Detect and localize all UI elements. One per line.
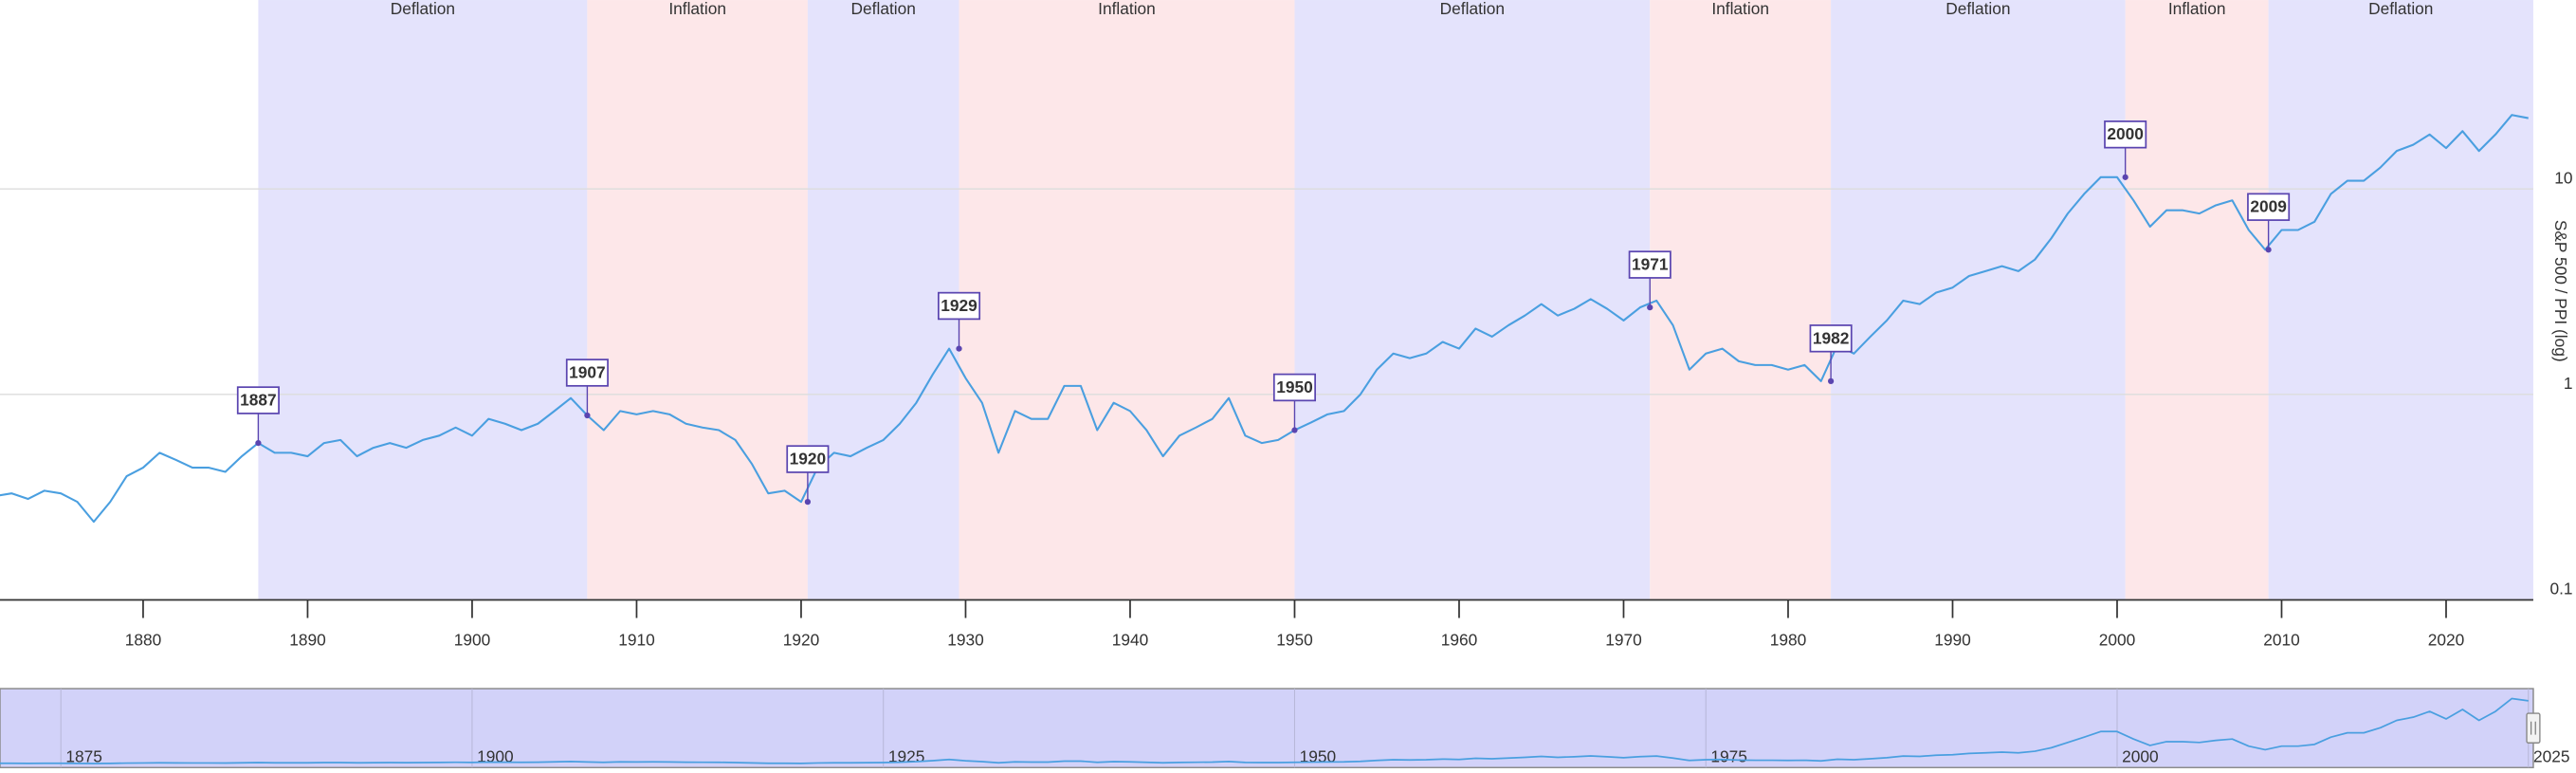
series-line <box>0 697 2529 764</box>
navigator-tick-label: 2000 <box>2122 746 2159 765</box>
x-tick-label: 1990 <box>1934 630 1971 649</box>
regime-bands: Deflation Inflation Deflation Inflation Defl… <box>258 0 2533 600</box>
annotation-label: 1929 <box>941 296 977 315</box>
y-tick-label: 10 <box>2554 168 2572 187</box>
annotation-point <box>804 499 812 506</box>
regime-band <box>1831 0 2126 600</box>
regime-label: Inflation <box>1711 0 1769 18</box>
y-axis-label: S&P 500 / PPI (log) <box>2551 220 2570 362</box>
annotation-label: 1887 <box>240 390 277 409</box>
y-tick-label: 1 <box>2564 374 2573 393</box>
regime-label: Inflation <box>1098 0 1156 18</box>
navigator-tick-label: 1900 <box>477 746 514 765</box>
navigator[interactable]: 1875 1900 1925 1950 1975 2000 2025 <box>0 688 2570 768</box>
annotation-label: 1920 <box>790 450 827 469</box>
x-tick-label: 1940 <box>1112 630 1149 649</box>
navigator-handle[interactable] <box>2526 712 2541 744</box>
x-tick-label: 1980 <box>1770 630 1807 649</box>
y-tick-label: 0.1 <box>2549 580 2572 598</box>
x-tick-label: 1890 <box>289 630 326 649</box>
annotation-box <box>937 291 981 321</box>
regime-band <box>2268 0 2533 600</box>
annotation-box <box>565 359 609 387</box>
navigator-tick-label: 1975 <box>1710 746 1747 765</box>
regime-band <box>258 0 588 600</box>
regime-label: Deflation <box>391 0 455 18</box>
annotation-box <box>236 386 280 414</box>
x-tick-label: 1960 <box>1441 630 1478 649</box>
regime-band <box>2125 0 2269 600</box>
annotation-point <box>1291 427 1298 433</box>
regime-band <box>1294 0 1651 600</box>
series-line <box>0 114 2529 524</box>
annotations: 1887 1907 1920 1929 1950 1971 1982 2000 2009 <box>236 120 2291 506</box>
x-tick-label: 1880 <box>125 630 162 649</box>
annotation-box <box>2104 120 2147 149</box>
plot-lines <box>0 114 2529 524</box>
annotation-box <box>1272 373 1316 402</box>
annotation-box <box>2247 193 2291 221</box>
x-tick-label: 1930 <box>947 630 984 649</box>
regime-label: Inflation <box>668 0 726 18</box>
regime-label: Deflation <box>1440 0 1505 18</box>
x-tick-label: 1950 <box>1276 630 1313 649</box>
annotation-label: 2009 <box>2250 197 2287 216</box>
navigator-tick-label: 2025 <box>2533 746 2570 765</box>
annotation-label: 1971 <box>1632 255 1669 274</box>
annotation-box <box>1628 250 1672 279</box>
x-tick-label: 1900 <box>454 630 491 649</box>
regime-label: Deflation <box>1946 0 2010 18</box>
annotation-point <box>1647 304 1653 311</box>
annotation-label: 2000 <box>2107 124 2144 143</box>
x-tick-label: 1920 <box>783 630 820 649</box>
regime-band <box>807 0 959 600</box>
annotation-point <box>2122 174 2128 180</box>
x-tick-label: 2010 <box>2263 630 2300 649</box>
annotation-point <box>255 439 262 447</box>
annotation-point <box>1827 377 1835 384</box>
annotation-point <box>2265 247 2272 253</box>
regime-band <box>959 0 1295 600</box>
regime-label: Deflation <box>851 0 916 18</box>
x-tick-label: 1970 <box>1605 630 1642 649</box>
annotation-label: 1982 <box>1813 328 1850 347</box>
navigator-tick-label: 1875 <box>65 746 102 765</box>
x-tick-label: 1910 <box>618 630 655 649</box>
regime-label: Inflation <box>2168 0 2226 18</box>
annotation-box <box>1809 324 1853 353</box>
x-tick-label: 2020 <box>2428 630 2465 649</box>
annotation-label: 1950 <box>1276 377 1313 396</box>
axes: 0.1 1 10 1880 1890 1900 1910 1920 1930 1940 1950 19… <box>0 168 2573 649</box>
annotation-label: 1907 <box>569 362 606 381</box>
annotation-box <box>786 445 830 473</box>
regime-band <box>587 0 808 600</box>
regime-band <box>1650 0 1832 600</box>
regime-label: Deflation <box>2368 0 2433 18</box>
annotation-point <box>956 345 962 352</box>
annotation-point <box>584 412 591 419</box>
x-tick-label: 2000 <box>2099 630 2136 649</box>
navigator-tick-label: 1950 <box>1300 746 1337 765</box>
